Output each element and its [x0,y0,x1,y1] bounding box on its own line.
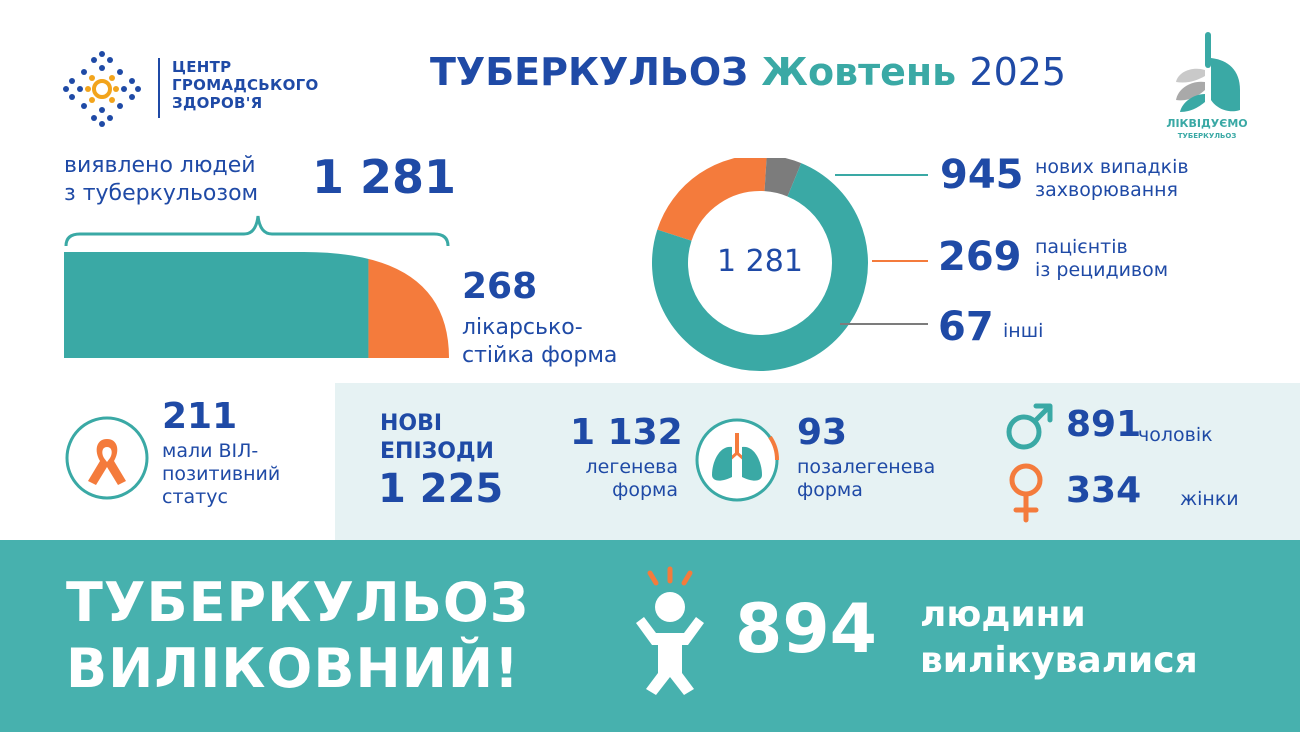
extrapulmonary-label: позалегенева форма [797,456,936,501]
detected-label: виявлено людей з туберкульозом [64,153,259,206]
female-symbol-icon [1009,463,1043,523]
donut-slice-relapse [657,158,767,242]
other-label: інші [1003,320,1044,342]
cured-label: людини вилікувалися [920,594,1198,681]
extrapulmonary-value: 93 [797,412,848,453]
logo-divider [158,58,160,118]
brace-icon [64,215,450,247]
female-value: 334 [1066,470,1142,511]
drug-resistant-value: 268 [462,266,538,307]
relapse-label: пацієнтів із рецидивом [1035,236,1169,281]
page-title: ТУБЕРКУЛЬОЗ Жовтень 2025 [430,50,1067,94]
male-symbol-icon [1006,403,1053,450]
male-value: 891 [1066,404,1142,445]
new-cases-value: 945 [940,152,1024,198]
other-value: 67 [938,304,994,350]
pulmonary-value: 1 132 [570,412,683,453]
new-cases-label: нових випадків захворювання [1035,156,1189,201]
lungs-icon [695,418,780,502]
new-episodes-value: 1 225 [378,466,504,512]
hiv-value: 211 [162,396,238,437]
cured-title: ТУБЕРКУЛЬОЗ ВИЛІКОВНИЙ! [66,571,530,700]
cured-value: 894 [735,590,877,669]
bar-segment-drug-resistant [368,252,449,358]
episodes-panel [335,383,1300,540]
bar-segment-other [64,252,369,358]
drug-resistant-label: лікарсько- стійка форма [462,315,618,368]
brand-lungs-icon [1176,32,1240,112]
happy-person-icon [636,566,704,695]
female-label: жінки [1180,488,1239,510]
new-episodes-label: НОВІ ЕПІЗОДИ [380,411,494,464]
brand-caption: ЛІКВІДУЄМО ТУБЕРКУЛЬОЗ [1166,117,1248,141]
donut-center-label: 1 281 [717,244,803,279]
drug-resistant-bar [64,252,449,358]
male-label: чоловік [1138,424,1213,446]
detected-value: 1 281 [312,150,457,204]
donut-slice-other [763,158,802,197]
cases-donut-chart [652,158,928,371]
donut-slice-new [652,163,868,371]
pulmonary-label: легенева форма [585,456,678,501]
org-logo-icon [63,51,141,127]
relapse-value: 269 [938,234,1022,280]
awareness-ribbon-icon [65,416,149,500]
org-name: ЦЕНТР ГРОМАДСЬКОГО ЗДОРОВ'Я [172,58,319,112]
hiv-label: мали ВІЛ- позитивний статус [162,440,281,508]
